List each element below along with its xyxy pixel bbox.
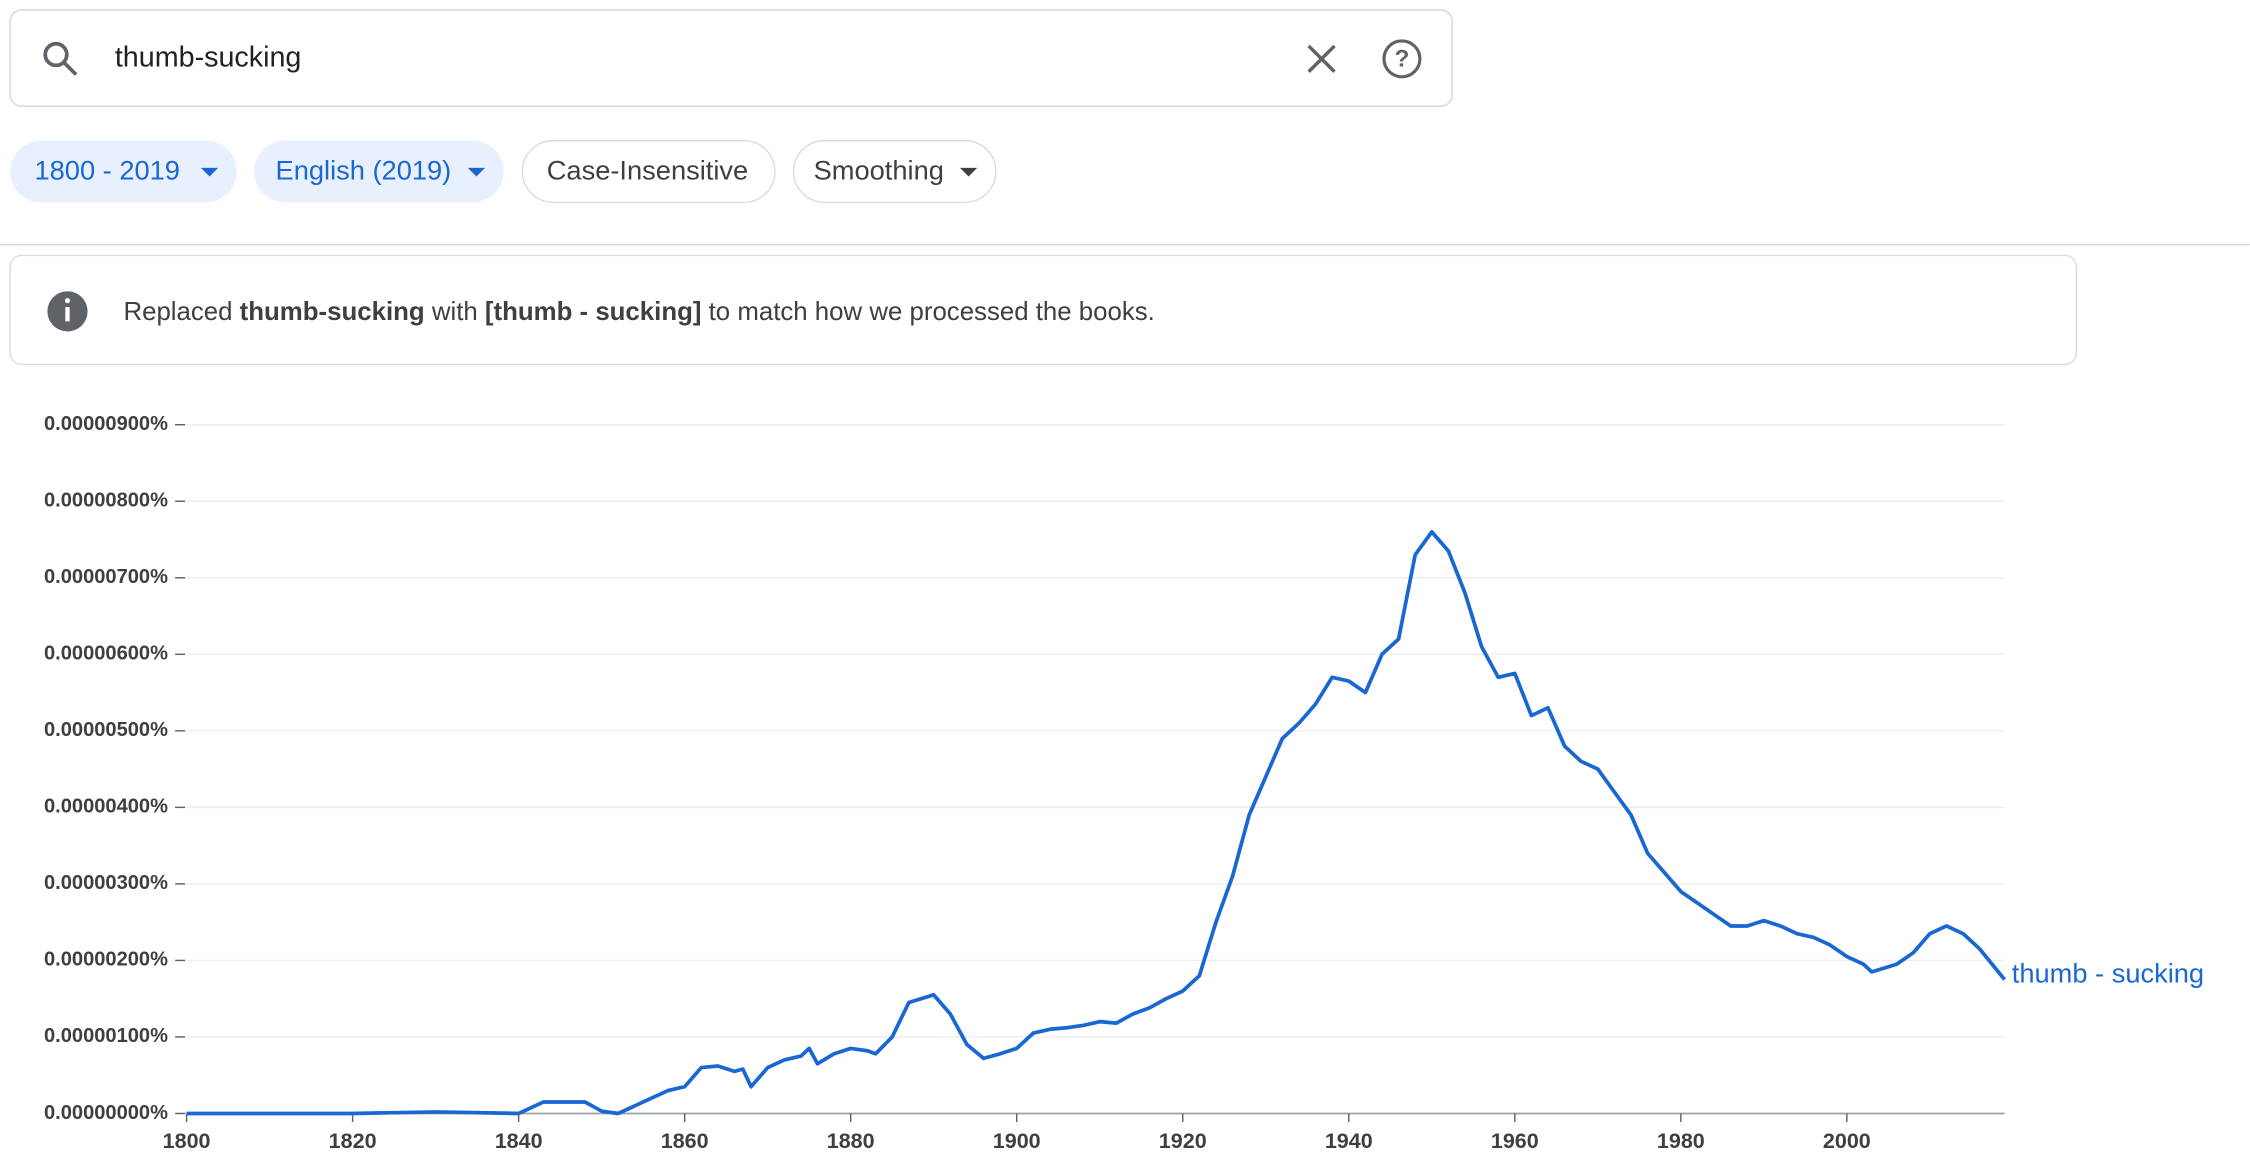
x-tick-label: 1800 [163,1129,211,1153]
chip-label[interactable]: English (2019) [276,154,452,185]
clear-button[interactable] [1307,44,1336,73]
chart: 0.00000000% 0.00000100% 0.00000200% 0.00000… [44,413,2204,1153]
y-tick-label: 0.00000700% [44,566,168,588]
chip-label[interactable]: Smoothing [814,154,944,185]
x-tick-label: 1920 [1159,1129,1207,1153]
chip-caret [959,167,978,177]
x-tick-label: 2000 [1823,1129,1871,1153]
notice-suffix: to match how we processed the books. [709,298,1155,326]
notice-replacement: [thumb - sucking] [485,298,702,326]
y-tick-label: 0.00000100% [44,1025,168,1047]
x-tick-label: 1840 [495,1129,543,1153]
series-line [186,530,2007,1116]
chip-label[interactable]: 1800 - 2019 [34,154,179,185]
help-button[interactable]: ? [1382,39,1422,79]
y-tick-label: 0.00000300% [44,872,168,894]
chip[interactable] [254,140,504,203]
notice-original: thumb-sucking [240,298,425,326]
x-tick-label: 1980 [1657,1129,1705,1153]
search-query[interactable]: thumb-sucking [115,41,302,73]
chip[interactable] [10,140,237,203]
x-tick-label: 1900 [993,1129,1041,1153]
chip-caret [467,167,486,177]
y-tick-label: 0.00000400% [44,796,168,818]
chip[interactable] [521,139,776,204]
chip-caret [200,167,219,177]
series-label: thumb - sucking [2012,957,2204,988]
search-box[interactable] [9,9,1454,108]
search-icon [43,41,78,76]
y-tick-label: 0.00000000% [44,1102,168,1124]
info-icon-stem [65,307,70,322]
y-tick-label: 0.00000800% [44,490,168,512]
notice-text: Replaced thumb-sucking with [thumb - suc… [123,298,1154,326]
x-tick-label: 1860 [661,1129,709,1153]
x-tick-label: 1820 [329,1129,377,1153]
y-tick-label: 0.00000200% [44,949,168,971]
notice-prefix: Replaced [123,298,232,326]
x-tick-label: 1940 [1325,1129,1373,1153]
x-tick-label: 1880 [827,1129,875,1153]
info-icon-dot [64,298,71,304]
help-glyph: ? [1394,46,1409,73]
y-tick-label: 0.00000600% [44,643,168,665]
notice-box [9,254,2078,366]
chip[interactable] [792,139,997,204]
y-tick-label: 0.00000500% [44,719,168,741]
notice-middle: with [431,298,478,326]
chip-label[interactable]: Case-Insensitive [547,154,748,185]
y-tick-label: 0.00000900% [44,413,168,435]
x-tick-label: 1960 [1491,1129,1539,1153]
